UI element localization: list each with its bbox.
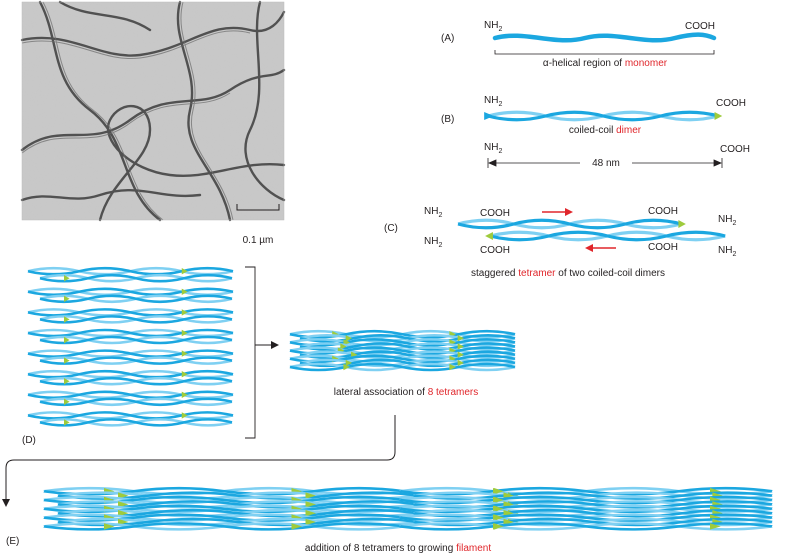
arrow-to-lateral-association: [255, 341, 279, 349]
dimer-length-label: 48 nm: [592, 158, 620, 169]
arrow-to-filament: [2, 415, 396, 507]
stack-tetramer-upper: [26, 328, 235, 338]
panel-b-cooh-length: COOH: [720, 144, 750, 155]
stack-tetramer-upper: [26, 369, 235, 379]
panel-e-caption: addition of 8 tetramers to growing filam…: [305, 543, 491, 554]
stack-tetramer-upper: [26, 349, 235, 358]
panel-b-nh2-length: NH2: [484, 142, 502, 155]
panel-a-caption: α-helical region of monomer: [543, 58, 668, 69]
stack-tetramer-lower: [38, 356, 234, 365]
lateral-association-bundle: [288, 329, 517, 372]
red-arrow-left: [585, 244, 616, 252]
red-arrow-right: [542, 208, 573, 216]
panel-a-tag: (A): [441, 33, 454, 44]
stack-tetramer-lower: [38, 376, 234, 386]
stack-tetramer-lower: [38, 335, 234, 345]
staggered-tetramer: [456, 218, 727, 242]
panel-c-cooh-bottom-right: COOH: [648, 242, 678, 253]
panel-e-tag: (E): [6, 536, 19, 547]
panel-c-nh2-top-right: NH2: [718, 214, 736, 227]
coiled-coil-dimer: [484, 110, 723, 122]
bundle-strand: [298, 358, 517, 368]
length-dimension: [487, 158, 723, 168]
stack-tetramer-lower: [38, 397, 234, 407]
electron-micrograph: [20, 0, 286, 222]
panel-d-caption: lateral association of 8 tetramers: [334, 387, 479, 398]
panel-c-tag: (C): [384, 223, 398, 234]
alpha-helix-monomer: [492, 32, 717, 43]
panel-c-cooh-top-right: COOH: [648, 206, 678, 217]
panel-c-nh2-bottom-right: NH2: [718, 245, 736, 258]
stack-tetramer-upper: [26, 390, 235, 400]
panel-a-cooh: COOH: [685, 21, 715, 32]
stack-tetramer-lower: [38, 273, 234, 283]
stack-tetramer-upper: [26, 411, 235, 420]
panel-b-caption: coiled-coil dimer: [569, 125, 642, 136]
panel-c-caption: staggered tetramer of two coiled-coil di…: [471, 268, 665, 279]
growing-filament: [44, 488, 790, 530]
stack-tetramer-upper: [26, 287, 235, 297]
stack-tetramer-upper: [26, 308, 235, 317]
panel-b-nh2: NH2: [484, 95, 502, 108]
panel-c-nh2-top: NH2: [424, 206, 442, 219]
monomer-bracket: [494, 50, 715, 55]
panel-a-nh2: NH2: [484, 20, 502, 33]
grouping-bracket: [245, 266, 256, 439]
panel-c-nh2-bottom: NH2: [424, 236, 442, 249]
stack-tetramer-lower: [38, 315, 234, 324]
stack-tetramer-upper: [26, 266, 235, 276]
filament-strand-right: [400, 523, 790, 529]
panel-d-tag: (D): [22, 435, 36, 446]
panel-c-cooh-bottom-left: COOH: [480, 245, 510, 256]
bundle-strand: [288, 362, 517, 372]
scale-bar-label: 0.1 µm: [243, 235, 274, 246]
panel-c-cooh-top-left: COOH: [480, 208, 510, 219]
stack-tetramer-lower: [38, 294, 234, 304]
bundle-strand: [298, 342, 517, 351]
stack-tetramer-lower: [38, 418, 234, 427]
bundle-strand: [298, 333, 517, 343]
tetramer-stack: [26, 266, 235, 427]
panel-b-cooh: COOH: [716, 98, 746, 109]
scale-bar: [236, 204, 280, 211]
panel-b-tag: (B): [441, 114, 454, 125]
